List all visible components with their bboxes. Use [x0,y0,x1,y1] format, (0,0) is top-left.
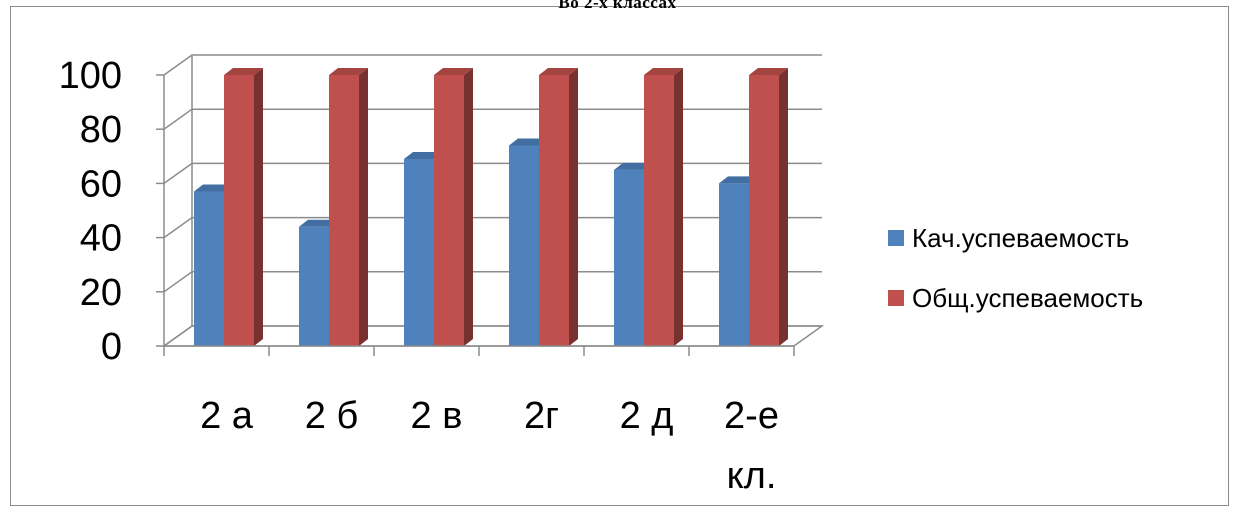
x-tick-label-5-1: кл. [727,455,777,497]
legend-swatch-quality [888,230,904,246]
bar-side [254,68,263,346]
bar-front [614,169,644,346]
bar-front [434,75,464,346]
y-tick-label-0: 0 [101,326,122,368]
x-tick-label-3-0: 2г [524,395,559,437]
x-tick-labels: 2 а 2 б 2 в 2г 2 д 2-е кл. [200,395,779,497]
bar-1-5 [749,68,788,346]
bar-1-1 [329,68,368,346]
bar-top [404,152,443,160]
y-tick-labels: 0 20 40 60 80 100 [59,55,122,368]
bar-top [539,68,578,75]
bar-top [194,184,233,192]
bar-front [719,183,749,346]
legend: Кач.успеваемость Общ.успеваемость [888,222,1143,342]
bar-side [569,68,578,346]
axes [163,75,795,356]
bar-front [749,75,779,346]
legend-item-general: Общ.успеваемость [888,282,1143,314]
bar-1-2 [434,68,473,346]
bar-side [464,68,473,346]
gridline-40 [163,216,822,239]
bar-front [329,75,359,346]
x-tick-label-4-0: 2 д [620,395,674,437]
bar-front [404,159,434,346]
bar-front [194,191,224,346]
bar-top [329,68,368,75]
legend-item-quality: Кач.успеваемость [888,222,1143,254]
bar-top [434,68,473,75]
y-tick-label-40: 40 [80,218,122,260]
gridline-60 [163,162,822,185]
x-tick-label-2-0: 2 в [411,395,463,437]
bar-1-4 [644,68,683,346]
bar-front [224,75,254,346]
y-tick-label-80: 80 [80,109,122,151]
bar-1-3 [539,68,578,346]
legend-label-quality: Кач.успеваемость [912,222,1130,253]
bar-top [614,162,653,170]
bar-front [509,145,539,346]
x-tick-label-5-0: 2-е [724,395,779,437]
y-tick-label-100: 100 [59,55,122,97]
x-tick-label-0-0: 2 а [200,395,254,437]
bar-top [299,219,338,227]
bar-top [509,138,548,146]
bar-top [749,68,788,75]
bar-top [719,176,758,184]
bar-side [779,68,788,346]
x-tick-label-1-0: 2 б [305,395,358,437]
y-tick-label-20: 20 [80,272,122,314]
bars [194,68,788,346]
bar-side [359,68,368,346]
gridline-100 [163,54,822,76]
bar-front [539,75,569,346]
chart-title: Во 2-х классах [558,0,677,12]
legend-label-general: Общ.успеваемость [912,282,1144,313]
bar-front [644,75,674,346]
bar-1-0 [224,68,263,346]
gridline-20 [163,271,822,293]
gridline-80 [163,108,822,130]
y-tick-label-60: 60 [80,163,122,205]
bar-side [674,68,683,346]
gridlines [156,54,822,347]
bar-top [224,68,263,75]
legend-swatch-general [888,290,904,306]
bar-top [644,68,683,75]
bar-front [299,226,329,346]
